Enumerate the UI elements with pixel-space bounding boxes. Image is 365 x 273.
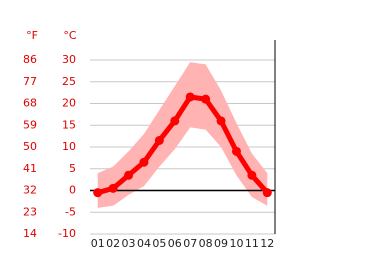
y2-tick-label: 59 (23, 118, 37, 131)
x-tick-label: 08 (199, 237, 213, 250)
y2-tick-label: 23 (23, 205, 37, 218)
y2-tick-label: 86 (23, 53, 37, 66)
x-tick-label: 05 (152, 237, 166, 250)
x-tick-label: 10 (229, 237, 243, 250)
y-tick-label: 15 (62, 118, 76, 131)
point (170, 116, 180, 126)
y-tick-label: 10 (62, 140, 76, 153)
point (185, 92, 195, 102)
range-band (97, 62, 268, 208)
point (247, 170, 257, 180)
point (93, 188, 103, 198)
x-tick-label: 01 (91, 237, 105, 250)
x-tick-label: 11 (245, 237, 259, 250)
y-axis-title: °C (63, 29, 77, 42)
y2-tick-label: 50 (23, 140, 37, 153)
y2-tick-label: 14 (23, 227, 37, 240)
y2-tick-label: 41 (23, 162, 37, 175)
point (154, 135, 164, 145)
y-tick-label: -10 (58, 227, 76, 240)
x-tick-label: 12 (260, 237, 274, 250)
y2-axis-title: °F (26, 29, 38, 42)
x-tick-label: 06 (168, 237, 182, 250)
point (231, 146, 241, 156)
y-tick-label: 25 (62, 75, 76, 88)
x-tick-label: 04 (137, 237, 151, 250)
y2-tick-label: 68 (23, 97, 37, 110)
y-tick-label: 30 (62, 53, 76, 66)
y2-tick-label: 32 (23, 184, 37, 197)
point (201, 94, 211, 104)
point (124, 170, 134, 180)
y-tick-label: 0 (69, 184, 76, 197)
y-tick-label: 5 (69, 162, 76, 175)
point (216, 116, 226, 126)
y2-tick-label: 77 (23, 75, 37, 88)
point (108, 183, 118, 193)
point (262, 188, 272, 198)
x-tick-label: 09 (214, 237, 228, 250)
point (139, 157, 149, 167)
x-tick-label: 02 (106, 237, 120, 250)
x-tick-label: 03 (122, 237, 136, 250)
x-tick-label: 07 (183, 237, 197, 250)
y-tick-label: -5 (65, 205, 76, 218)
y-tick-label: 20 (62, 97, 76, 110)
